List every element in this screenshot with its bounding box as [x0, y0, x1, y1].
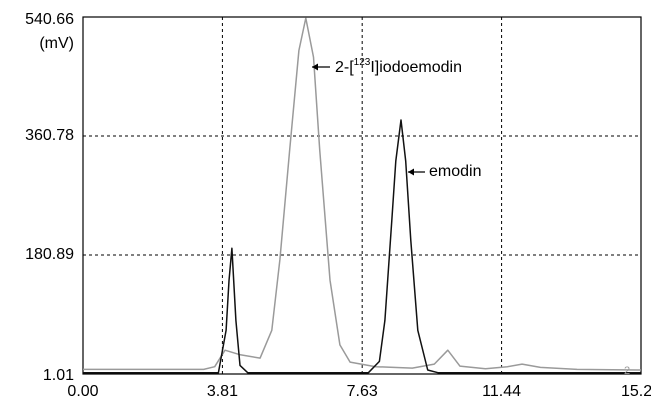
annotation-text: 2-[: [335, 59, 354, 76]
trace-line: [83, 119, 641, 374]
x-tick-label: 11.44: [482, 383, 521, 400]
y-tick-label: 540.66: [25, 11, 74, 28]
trace-end-label: 2: [624, 365, 630, 377]
y-unit-label: (mV): [39, 35, 74, 52]
plot-frame: [82, 16, 642, 375]
y-tick-label: 180.89: [25, 246, 74, 263]
annotation-text: I]iodoemodin: [370, 59, 462, 76]
x-tick-label: 3.81: [207, 383, 238, 400]
annotation: 2-[123I]iodoemodin: [335, 57, 462, 77]
y-tick-label: 1.01: [43, 367, 74, 384]
x-tick-label: 15.25: [621, 383, 651, 400]
annotation-arrowhead: [408, 168, 414, 176]
annotation-arrowhead: [312, 63, 318, 71]
trace-line: [83, 17, 642, 371]
annotation: emodin: [429, 163, 481, 180]
x-tick-label: 0.00: [67, 383, 98, 400]
y-tick-label: 360.78: [25, 127, 74, 144]
annotation-superscript: 123: [354, 57, 371, 68]
x-tick-label: 7.63: [347, 383, 378, 400]
